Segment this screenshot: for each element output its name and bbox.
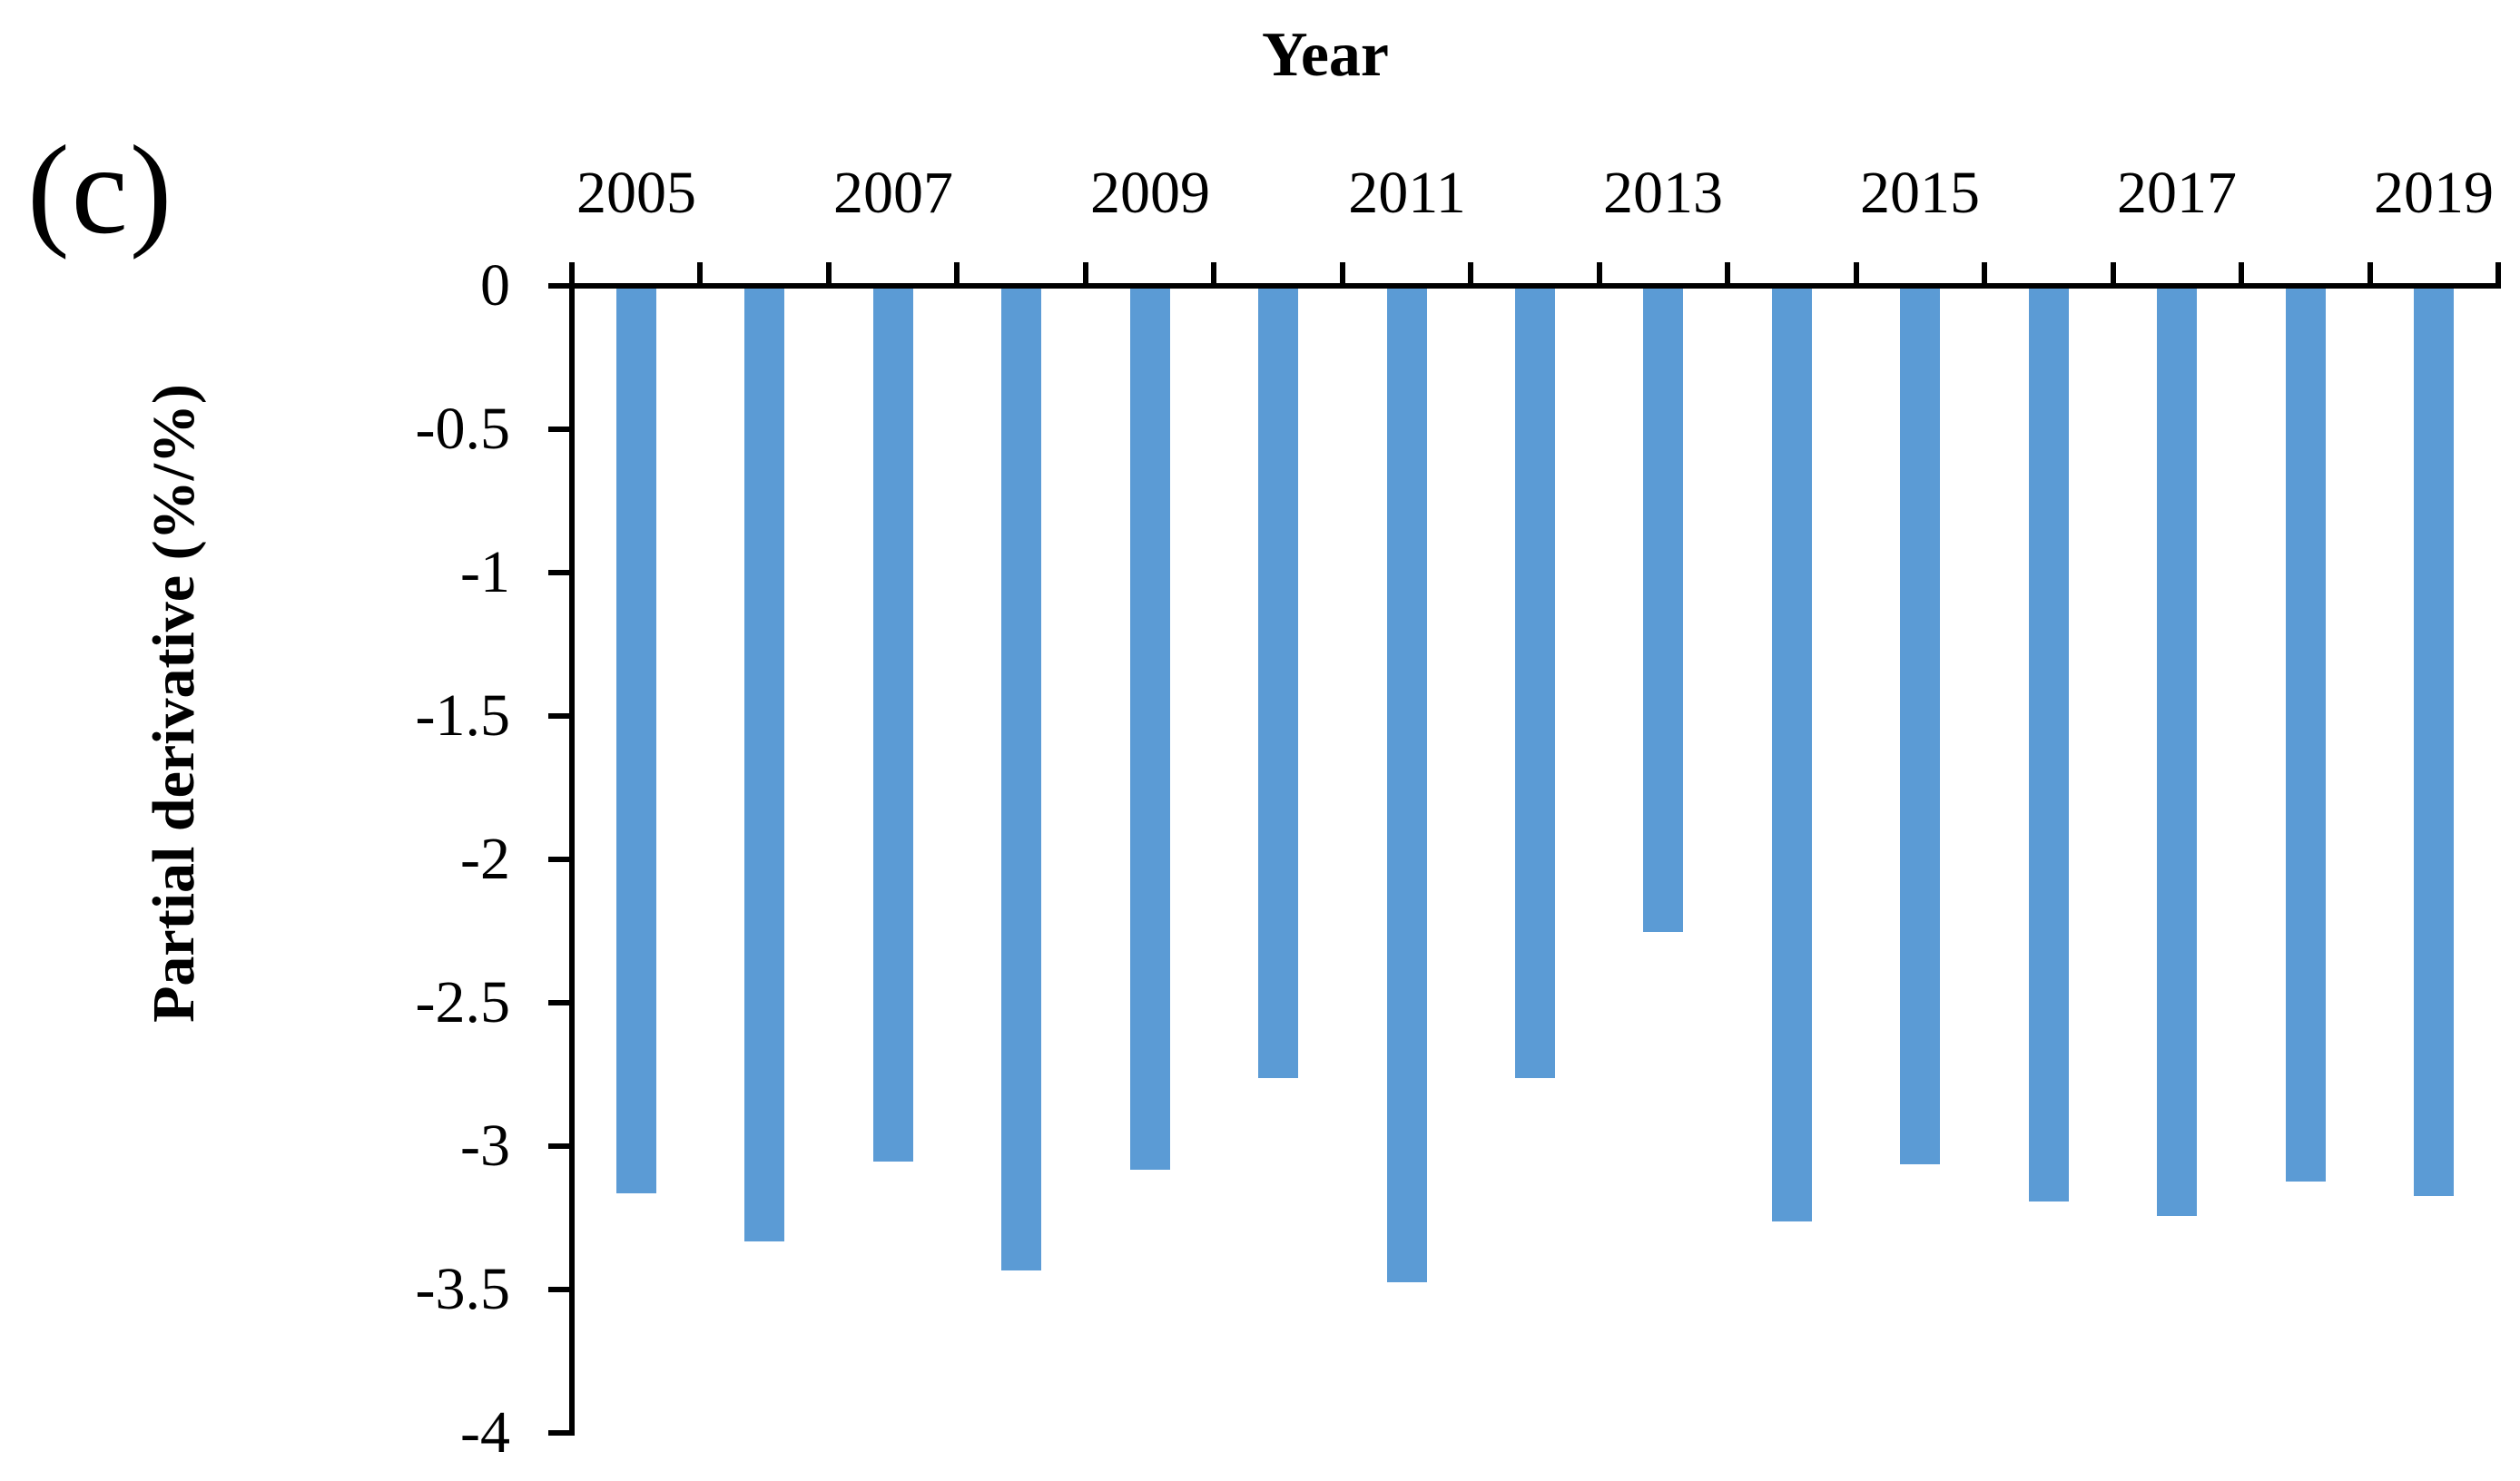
- x-tick-mark: [569, 262, 575, 286]
- x-tick-mark: [2495, 262, 2501, 286]
- x-tick-mark: [1211, 262, 1216, 286]
- y-tick-label: -3: [460, 1113, 510, 1179]
- y-tick-label: -2.5: [415, 969, 510, 1035]
- y-tick-mark: [548, 570, 572, 575]
- x-tick-label-2017: 2017: [2117, 160, 2237, 226]
- y-tick-mark: [548, 1287, 572, 1292]
- y-axis-line: [569, 262, 575, 1436]
- y-tick-mark: [548, 1000, 572, 1005]
- y-tick-label: -3.5: [415, 1256, 510, 1322]
- bar-2015: [1900, 287, 1940, 1164]
- x-tick-mark: [1340, 262, 1345, 286]
- y-tick-label: -1: [460, 539, 510, 605]
- bar-2009: [1130, 287, 1170, 1170]
- x-tick-label-2019: 2019: [2374, 160, 2494, 226]
- y-tick-label: -4: [460, 1399, 510, 1466]
- x-tick-mark: [2239, 262, 2244, 286]
- y-tick-label: -0.5: [415, 396, 510, 462]
- x-tick-mark: [2111, 262, 2116, 286]
- x-tick-label-2005: 2005: [576, 160, 696, 226]
- bar-2007: [873, 287, 913, 1162]
- bar-2017: [2157, 287, 2197, 1216]
- bar-2005: [616, 287, 656, 1193]
- x-tick-mark: [826, 262, 832, 286]
- y-axis-title: Partial derivative (%/%): [141, 384, 207, 1023]
- x-tick-label-2009: 2009: [1090, 160, 1210, 226]
- x-tick-mark: [1725, 262, 1730, 286]
- x-tick-mark: [1468, 262, 1473, 286]
- bar-2012: [1515, 287, 1555, 1078]
- bar-2010: [1258, 287, 1298, 1078]
- x-tick-mark: [954, 262, 960, 286]
- bar-2013: [1643, 287, 1683, 932]
- x-tick-mark: [1982, 262, 1987, 286]
- y-tick-label: 0: [480, 252, 510, 319]
- x-tick-label-2007: 2007: [833, 160, 953, 226]
- bar-2016: [2029, 287, 2069, 1201]
- panel-label: (c): [27, 120, 174, 260]
- bar-2008: [1001, 287, 1041, 1270]
- x-tick-mark: [2367, 262, 2373, 286]
- x-axis-line: [548, 283, 2501, 289]
- bar-2006: [744, 287, 784, 1241]
- x-axis-title: Year: [1262, 20, 1389, 90]
- bar-2019: [2414, 287, 2454, 1196]
- y-tick-label: -1.5: [415, 682, 510, 749]
- y-tick-label: -2: [460, 826, 510, 892]
- y-tick-mark: [548, 283, 572, 289]
- bar-2014: [1772, 287, 1812, 1221]
- x-tick-mark: [697, 262, 703, 286]
- y-tick-mark: [548, 857, 572, 862]
- y-tick-mark: [548, 1143, 572, 1149]
- y-tick-mark: [548, 427, 572, 432]
- bar-2011: [1387, 287, 1427, 1282]
- x-tick-mark: [1854, 262, 1859, 286]
- x-tick-mark: [1083, 262, 1088, 286]
- x-tick-label-2011: 2011: [1348, 160, 1466, 226]
- x-tick-label-2013: 2013: [1603, 160, 1723, 226]
- x-tick-mark: [1597, 262, 1602, 286]
- y-tick-mark: [548, 713, 572, 719]
- x-tick-label-2015: 2015: [1860, 160, 1980, 226]
- bar-2018: [2286, 287, 2326, 1182]
- y-tick-mark: [548, 1430, 572, 1436]
